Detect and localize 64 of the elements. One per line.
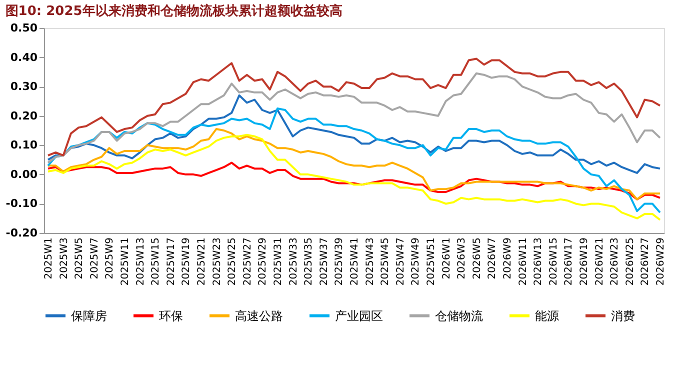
x-tick-label: 2025W47 (395, 238, 406, 286)
x-tick-label: 2025W11 (120, 238, 131, 286)
legend-label: 高速公路 (235, 308, 283, 323)
x-tick-label: 2026W19 (579, 238, 590, 286)
x-tick-label: 2026W11 (518, 238, 529, 286)
legend-label: 产业园区 (335, 308, 383, 323)
x-tick-label: 2025W41 (350, 238, 360, 286)
x-tick-label: 2025W35 (304, 238, 315, 286)
x-tick-label: 2025W49 (410, 238, 422, 286)
legend-label: 能源 (535, 308, 559, 323)
line-series (47, 162, 661, 200)
legend-label: 环保 (159, 308, 183, 323)
x-tick-label: 2025W25 (227, 238, 238, 286)
x-tick-label: 2025W45 (380, 238, 392, 286)
x-tick-label: 2026W21 (594, 238, 606, 286)
x-tick-label: 2026W29 (656, 238, 666, 286)
x-tick-label: 2025W33 (288, 238, 300, 286)
x-tick-label: 2026W7 (487, 238, 498, 280)
x-tick-label: 2026W5 (472, 238, 483, 280)
legend-label: 仓储物流 (435, 308, 483, 323)
line-series (47, 128, 661, 200)
x-tick-label: 2026W1 (441, 238, 452, 280)
x-tick-label: 2026W25 (624, 238, 636, 286)
x-tick-label: 2025W43 (364, 238, 376, 286)
x-tick-label: 2026W23 (610, 238, 621, 286)
y-tick-label: 0.10 (10, 138, 38, 152)
x-tick-label: 2025W7 (89, 238, 100, 280)
x-tick-label: 2025W9 (104, 238, 116, 280)
x-tick-label: 2025W39 (334, 238, 346, 286)
x-tick-label: 2025W19 (181, 238, 192, 286)
y-tick-label: 0.50 (10, 22, 38, 34)
line-series (47, 108, 661, 214)
line-series (47, 94, 661, 174)
x-tick-label: 2025W37 (318, 238, 330, 286)
x-tick-label: 2025W21 (196, 238, 208, 286)
chart-title: 图10: 2025年以来消费和仓储物流板块累计超额收益较高 (5, 3, 342, 19)
line-series (47, 134, 661, 221)
x-tick-label: 2026W15 (548, 238, 560, 286)
y-tick-label: 0.20 (10, 109, 38, 122)
x-tick-label: 2025W23 (212, 238, 223, 286)
x-tick-label: 2025W3 (58, 238, 70, 280)
x-tick-label: 2025W17 (166, 238, 177, 286)
y-tick-label: 0.30 (10, 80, 38, 94)
line-series (47, 58, 661, 156)
x-tick-label: 2026W17 (564, 238, 575, 286)
x-tick-label: 2026W13 (533, 238, 544, 286)
x-tick-label: 2025W29 (258, 238, 269, 286)
legend-label: 消费 (611, 308, 635, 323)
x-tick-label: 2026W9 (502, 238, 514, 280)
x-tick-label: 2025W1 (44, 238, 54, 280)
y-tick-label: -0.10 (6, 197, 38, 210)
legend-label: 保障房 (71, 308, 107, 323)
x-tick-label: 2025W31 (273, 238, 284, 286)
x-tick-label: 2025W13 (135, 238, 146, 286)
x-tick-label: 2025W51 (426, 238, 437, 286)
x-tick-label: 2025W15 (150, 238, 162, 286)
line-series (47, 72, 661, 164)
y-tick-label: -0.20 (6, 226, 38, 240)
x-tick-label: 2026W3 (456, 238, 468, 280)
y-tick-label: 0.00 (10, 168, 38, 181)
x-tick-label: 2025W27 (242, 238, 254, 286)
x-tick-label: 2025W5 (74, 238, 86, 280)
x-tick-label: 2026W27 (640, 238, 652, 286)
y-tick-label: 0.40 (10, 50, 38, 64)
